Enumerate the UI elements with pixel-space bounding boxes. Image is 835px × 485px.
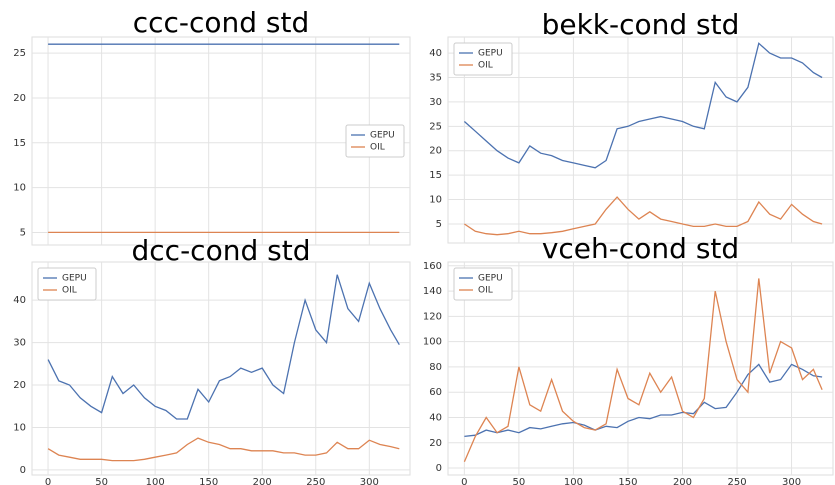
legend-label: OIL xyxy=(62,286,77,296)
chart-title: bekk-cond std xyxy=(542,8,740,41)
line-series xyxy=(464,363,823,438)
x-tick-label: 150 xyxy=(199,477,218,485)
legend-label: OIL xyxy=(370,143,385,153)
y-tick-label: 120 xyxy=(423,311,442,322)
chart-title: vceh-cond std xyxy=(542,232,739,265)
chart-title: ccc-cond std xyxy=(133,6,310,39)
legend-box xyxy=(345,124,405,158)
x-tick-label: 200 xyxy=(673,477,692,485)
line-series xyxy=(47,274,400,420)
x-tick-label: 250 xyxy=(727,477,746,485)
legend-box xyxy=(37,267,97,301)
y-tick-label: 40 xyxy=(429,48,442,59)
y-tick-label: 15 xyxy=(429,170,442,181)
y-tick-label: 140 xyxy=(423,286,442,297)
chart-title: dcc-cond std xyxy=(132,234,311,267)
y-tick-label: 25 xyxy=(13,48,26,59)
legend-label: OIL xyxy=(478,61,493,71)
legend-label: GEPU xyxy=(62,274,87,284)
y-tick-label: 10 xyxy=(13,183,26,194)
y-tick-label: 5 xyxy=(20,227,26,238)
x-tick-label: 200 xyxy=(253,477,272,485)
x-tick-label: 0 xyxy=(45,477,51,485)
y-tick-label: 0 xyxy=(20,465,26,476)
y-tick-label: 40 xyxy=(13,295,26,306)
line-series xyxy=(463,42,823,169)
y-tick-label: 40 xyxy=(429,412,442,423)
x-tick-label: 50 xyxy=(513,477,526,485)
y-tick-label: 160 xyxy=(423,261,442,272)
y-tick-label: 5 xyxy=(436,219,442,230)
y-tick-label: 10 xyxy=(429,195,442,206)
x-tick-label: 0 xyxy=(461,477,467,485)
x-tick-label: 300 xyxy=(782,477,801,485)
legend: GEPU OIL xyxy=(453,42,513,76)
y-tick-label: 30 xyxy=(13,338,26,349)
y-tick-label: 20 xyxy=(429,438,442,449)
legend-label: GEPU xyxy=(478,274,503,284)
y-tick-label: 25 xyxy=(429,121,442,132)
line-series xyxy=(47,437,400,462)
legend-label: OIL xyxy=(478,286,493,296)
x-tick-label: 250 xyxy=(306,477,325,485)
legend-box xyxy=(453,42,513,76)
y-tick-label: 35 xyxy=(429,73,442,84)
y-tick-label: 15 xyxy=(13,138,26,149)
legend: GEPU OIL xyxy=(37,267,97,301)
y-tick-label: 20 xyxy=(13,380,26,391)
x-tick-label: 50 xyxy=(95,477,108,485)
legend-label: GEPU xyxy=(370,131,395,141)
line-series xyxy=(464,196,823,236)
legend-label: GEPU xyxy=(478,49,503,59)
y-tick-label: 20 xyxy=(13,93,26,104)
x-tick-label: 150 xyxy=(618,477,637,485)
y-tick-label: 10 xyxy=(13,422,26,433)
x-tick-label: 100 xyxy=(146,477,165,485)
legend-box xyxy=(453,267,513,301)
y-tick-label: 0 xyxy=(436,463,442,474)
x-tick-label: 100 xyxy=(564,477,583,485)
y-tick-label: 60 xyxy=(429,387,442,398)
y-tick-label: 100 xyxy=(423,337,442,348)
line-series xyxy=(463,278,823,462)
legend: GEPU OIL xyxy=(345,124,405,158)
x-tick-label: 300 xyxy=(360,477,379,485)
legend: GEPU OIL xyxy=(453,267,513,301)
y-tick-label: 30 xyxy=(429,97,442,108)
y-tick-label: 20 xyxy=(429,146,442,157)
y-tick-label: 80 xyxy=(429,362,442,373)
